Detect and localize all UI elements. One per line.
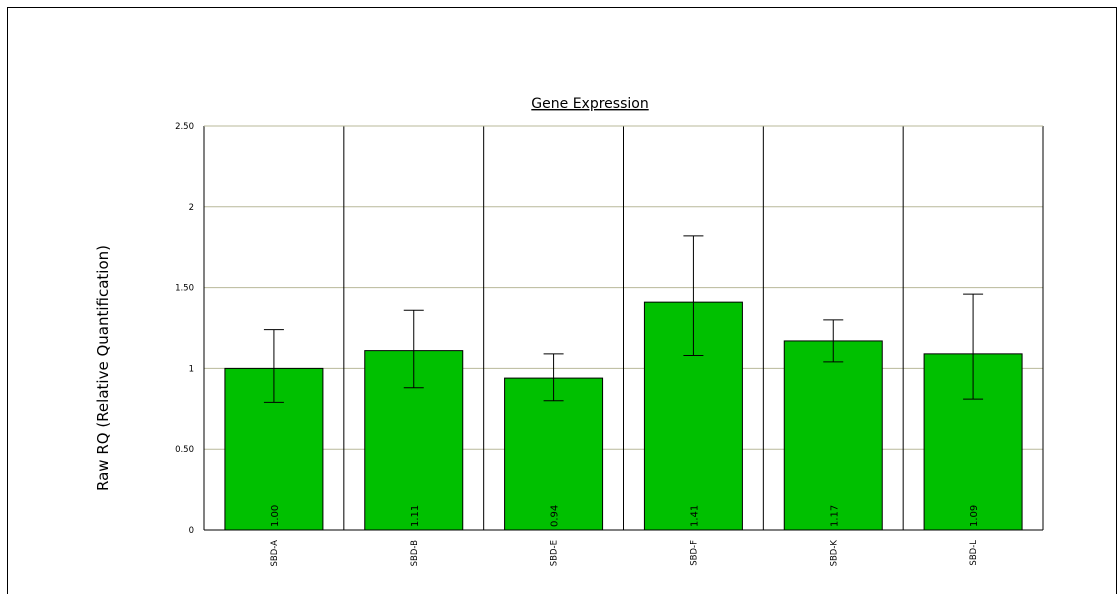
y-tick-label: 1.50 <box>175 284 194 294</box>
x-tick-label: SBD-K <box>829 540 839 567</box>
x-tick-label: SBD-B <box>410 540 420 567</box>
y-tick-label: 2.50 <box>175 122 194 132</box>
x-tick-labels: SBD-A SBD-B SBD-E SBD-F SBD-K SBD-L <box>270 540 979 567</box>
bar-value-label: 0.94 <box>550 505 561 527</box>
category-separators <box>343 126 904 530</box>
chart-title: Gene Expression <box>531 96 648 112</box>
y-tick-label: 0 <box>189 526 194 536</box>
bar-value-label: 1.00 <box>270 505 281 527</box>
x-tick-label: SBD-F <box>689 540 699 566</box>
y-tick-label: 0.50 <box>175 445 194 455</box>
y-tick-label: 1 <box>189 364 194 374</box>
x-tick-label: SBD-E <box>550 540 560 566</box>
x-tick-label: SBD-L <box>969 540 979 566</box>
error-bars <box>263 235 984 403</box>
bars <box>224 301 1023 531</box>
bar-value-labels: 1.00 1.11 0.94 1.41 1.17 1.09 <box>270 505 980 527</box>
bar-value-label: 1.11 <box>410 505 421 527</box>
bar <box>504 377 604 531</box>
y-tick-label: 2 <box>189 203 194 213</box>
y-tick-labels: 0 0.50 1 1.50 2 2.50 <box>175 122 194 536</box>
axes <box>203 125 1044 531</box>
bar <box>783 340 883 531</box>
x-tick-label: SBD-A <box>270 540 280 567</box>
bar-value-label: 1.09 <box>969 505 980 527</box>
bar-value-label: 1.17 <box>829 505 840 527</box>
bar-value-label: 1.41 <box>689 505 700 527</box>
y-axis-label: Raw RQ (Relative Quantification) <box>94 245 112 491</box>
